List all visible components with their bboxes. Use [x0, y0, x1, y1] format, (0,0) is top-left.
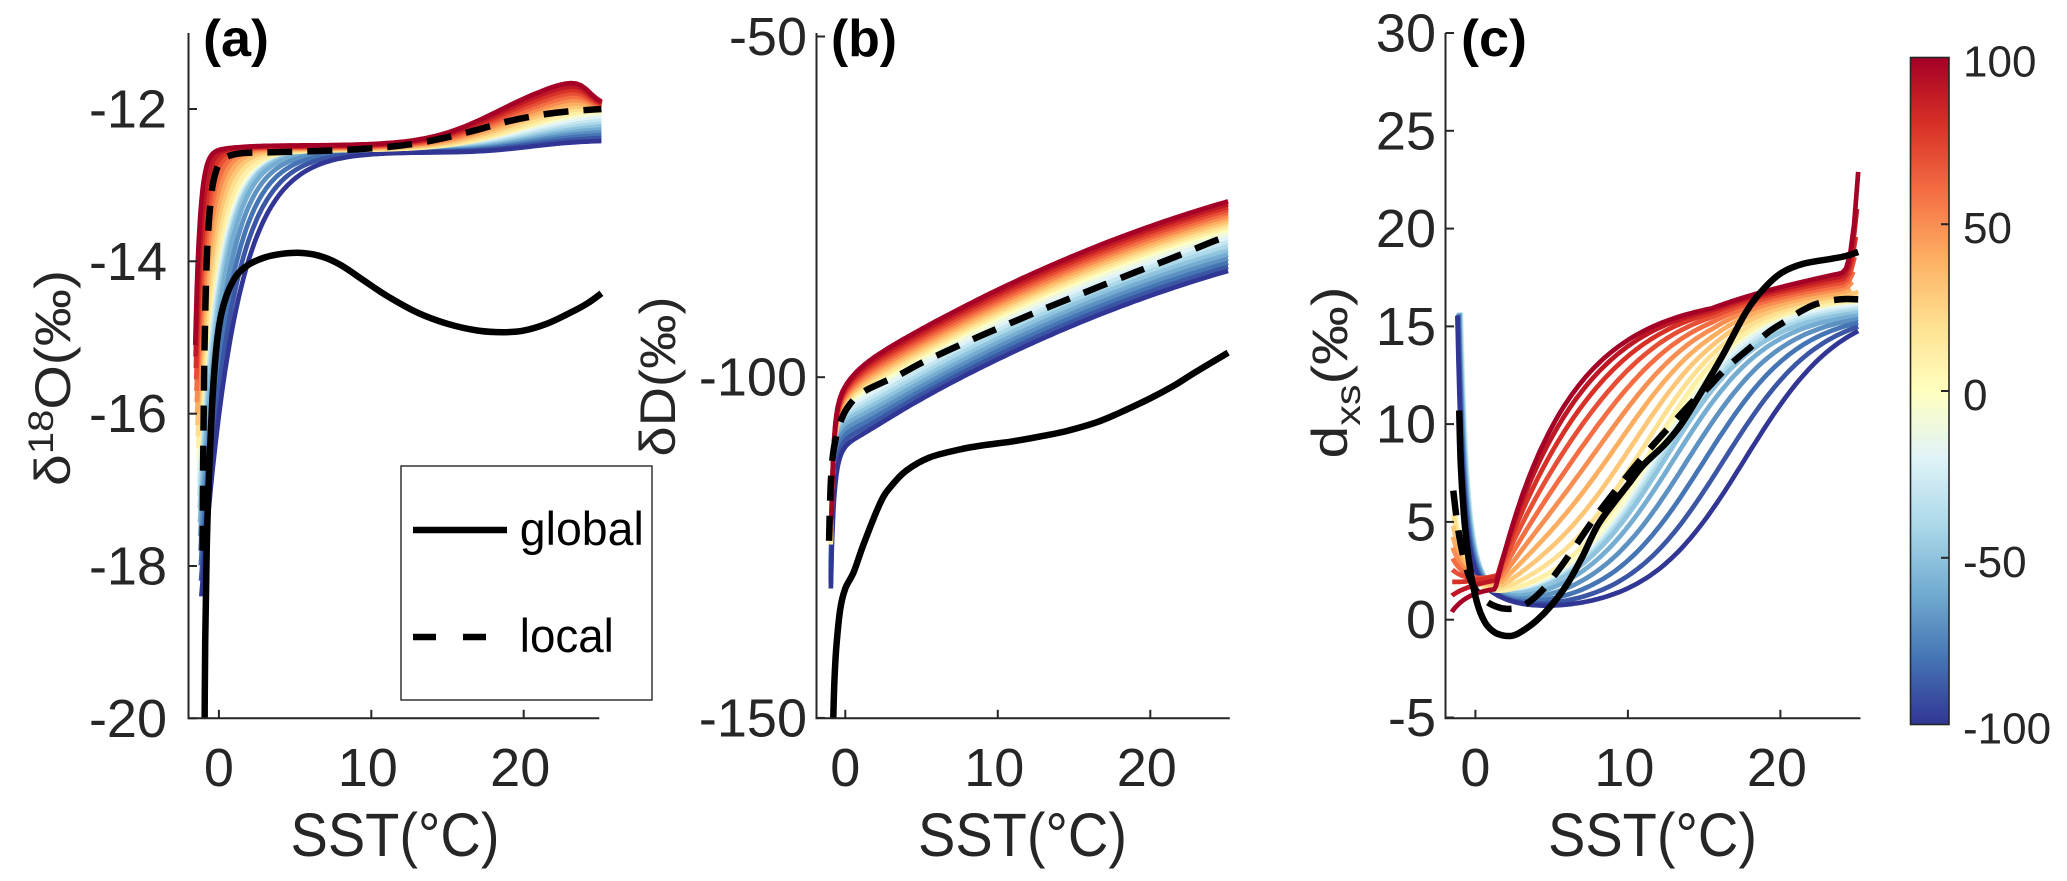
- svg-text:δD(‰): δD(‰): [630, 297, 686, 457]
- svg-text:-5: -5: [1388, 688, 1436, 748]
- svg-text:local: local: [520, 609, 614, 662]
- svg-text:SST(°C): SST(°C): [1548, 801, 1757, 869]
- svg-text:0: 0: [1460, 738, 1490, 798]
- svg-text:(a): (a): [203, 10, 269, 68]
- svg-text:(c): (c): [1461, 10, 1527, 68]
- svg-text:20: 20: [490, 738, 550, 798]
- svg-text:10: 10: [964, 738, 1024, 798]
- svg-text:20: 20: [1376, 199, 1436, 259]
- svg-text:100: 100: [1963, 38, 2036, 87]
- svg-text:10: 10: [1376, 395, 1436, 455]
- svg-text:global: global: [520, 502, 644, 555]
- svg-text:-150: -150: [699, 688, 807, 748]
- svg-text:-100: -100: [1963, 705, 2051, 754]
- svg-text:-20: -20: [89, 689, 167, 749]
- svg-text:5: 5: [1406, 492, 1436, 552]
- svg-text:25: 25: [1376, 101, 1436, 161]
- svg-text:-12: -12: [89, 80, 167, 140]
- svg-text:-50: -50: [729, 7, 807, 67]
- svg-text:dxs(‰): dxs(‰): [1302, 287, 1368, 459]
- svg-text:0: 0: [204, 738, 234, 798]
- svg-text:20: 20: [1117, 738, 1177, 798]
- svg-text:10: 10: [1594, 738, 1654, 798]
- svg-text:SST(°C): SST(°C): [918, 801, 1127, 869]
- svg-text:SST(°C): SST(°C): [291, 801, 500, 869]
- svg-text:-18: -18: [89, 537, 167, 597]
- svg-text:50: 50: [1963, 204, 2012, 253]
- svg-text:15: 15: [1376, 297, 1436, 357]
- svg-text:10: 10: [338, 738, 398, 798]
- svg-text:0: 0: [1963, 371, 1987, 420]
- svg-text:(b): (b): [831, 10, 897, 68]
- svg-text:0: 0: [1406, 590, 1436, 650]
- svg-text:0: 0: [830, 738, 860, 798]
- svg-text:-50: -50: [1963, 538, 2027, 587]
- svg-text:-14: -14: [89, 232, 167, 292]
- svg-text:20: 20: [1747, 738, 1807, 798]
- svg-text:-100: -100: [699, 348, 807, 408]
- svg-text:30: 30: [1376, 4, 1436, 64]
- svg-text:-16: -16: [89, 384, 167, 444]
